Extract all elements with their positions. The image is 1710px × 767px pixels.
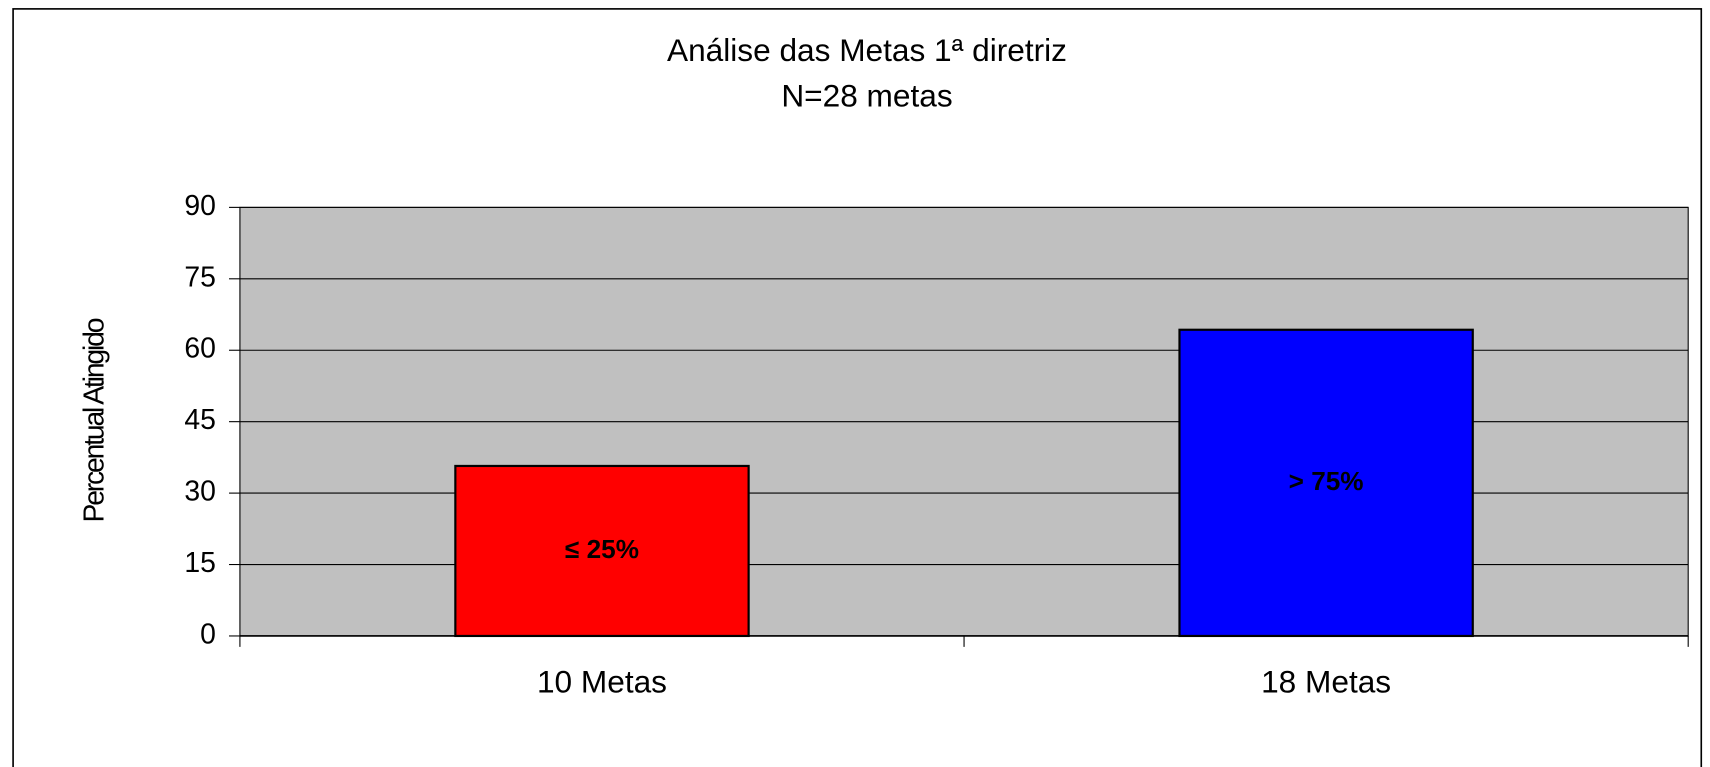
y-tick-label: 75 [184,261,216,293]
x-tick-label: 18 Metas [1261,663,1391,699]
chart-title: Análise das Metas 1ª diretriz [667,32,1067,68]
bar-label: ≤ 25% [565,534,639,564]
bar-label: > 75% [1289,466,1364,496]
y-tick-label: 60 [184,333,216,365]
y-tick-label: 15 [184,547,216,579]
y-tick-label: 90 [184,190,216,222]
y-axis-label: Percentual Atingido [78,318,110,522]
chart-subtitle: N=28 metas [781,78,952,114]
bar [454,464,750,638]
y-tick-label: 0 [200,618,216,650]
y-tick-label: 30 [184,476,216,508]
bar [1178,328,1474,638]
x-tick-label: 10 Metas [537,663,667,699]
y-tick-label: 45 [184,404,216,436]
